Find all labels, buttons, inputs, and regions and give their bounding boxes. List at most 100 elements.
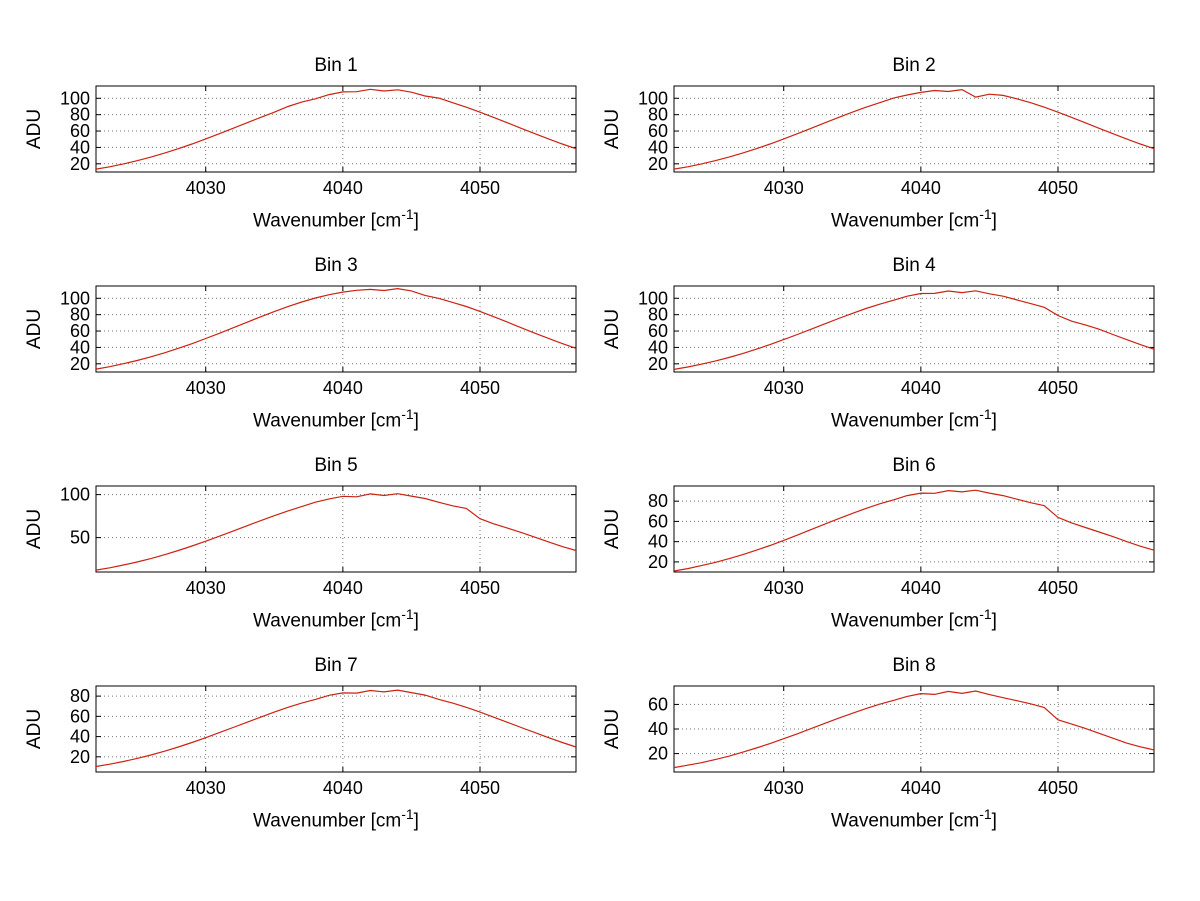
x-axis-label: Wavenumber [cm-1] bbox=[674, 806, 1154, 832]
spectrum-line bbox=[673, 489, 1155, 572]
x-axis-label-text: Wavenumber [cm bbox=[831, 810, 980, 832]
y-tick-label: 60 bbox=[648, 511, 668, 531]
x-tick-label: 4030 bbox=[186, 378, 226, 398]
y-tick-label: 60 bbox=[70, 321, 90, 341]
y-tick-label: 20 bbox=[648, 354, 668, 374]
spectrum-line bbox=[95, 287, 577, 370]
axis-box bbox=[673, 485, 1155, 573]
plot-title: Bin 3 bbox=[314, 255, 358, 276]
axis-box bbox=[95, 485, 577, 573]
x-axis-label-text: Wavenumber [cm bbox=[253, 410, 402, 432]
y-tick-label: 100 bbox=[638, 88, 668, 108]
x-tick-label: 4040 bbox=[323, 378, 363, 398]
x-tick-label: 4040 bbox=[901, 578, 941, 598]
y-tick-label: 80 bbox=[70, 686, 90, 706]
x-axis-label-sup: -1 bbox=[401, 806, 414, 822]
x-axis-label-text: Wavenumber [cm bbox=[253, 210, 402, 232]
axis-box bbox=[95, 685, 577, 773]
y-tick-label: 40 bbox=[648, 532, 668, 552]
spectrum-line bbox=[673, 690, 1155, 769]
y-tick-label: 20 bbox=[648, 552, 668, 572]
spectrum-line bbox=[95, 88, 577, 170]
x-tick-label: 4030 bbox=[764, 178, 804, 198]
y-axis-label: ADU bbox=[26, 109, 45, 149]
x-tick-label: 4040 bbox=[323, 178, 363, 198]
y-tick-label: 100 bbox=[638, 288, 668, 308]
y-tick-label: 100 bbox=[60, 288, 90, 308]
x-axis-label-close: ] bbox=[413, 210, 419, 232]
plot-area: 4030 4040 4050 20 40 60 ADU bbox=[604, 685, 1155, 798]
x-tick-label: 4040 bbox=[901, 778, 941, 798]
x-axis-label-sup: -1 bbox=[979, 806, 992, 822]
x-tick-label: 4050 bbox=[460, 178, 500, 198]
x-axis-label-sup: -1 bbox=[401, 406, 414, 422]
x-tick-label: 4050 bbox=[460, 578, 500, 598]
x-tick-label: 4050 bbox=[1038, 778, 1078, 798]
y-tick-label: 40 bbox=[648, 137, 668, 157]
y-axis-label: ADU bbox=[26, 509, 45, 549]
axis-box bbox=[95, 285, 577, 373]
x-tick-label: 4050 bbox=[1038, 178, 1078, 198]
x-tick-label: 4030 bbox=[186, 578, 226, 598]
x-axis-label-close: ] bbox=[413, 810, 419, 832]
y-axis-label: ADU bbox=[26, 709, 45, 749]
x-axis-label-text: Wavenumber [cm bbox=[831, 610, 980, 632]
plot-title: Bin 7 bbox=[314, 655, 358, 676]
axis-box bbox=[673, 85, 1155, 173]
x-tick-label: 4050 bbox=[460, 378, 500, 398]
x-axis-label-close: ] bbox=[991, 210, 997, 232]
x-axis-label: Wavenumber [cm-1] bbox=[674, 206, 1154, 232]
plot-title: Bin 8 bbox=[892, 655, 936, 676]
x-axis-label-close: ] bbox=[413, 610, 419, 632]
x-tick-label: 4030 bbox=[764, 778, 804, 798]
y-axis-label: ADU bbox=[26, 309, 45, 349]
y-axis-label: ADU bbox=[604, 509, 623, 549]
axis-box bbox=[673, 285, 1155, 373]
x-axis-label: Wavenumber [cm-1] bbox=[96, 606, 576, 632]
plot-title: Bin 5 bbox=[314, 455, 358, 476]
x-axis-label-close: ] bbox=[413, 410, 419, 432]
spectrum-line bbox=[673, 290, 1155, 370]
spectrum-line bbox=[95, 493, 577, 571]
x-axis-label: Wavenumber [cm-1] bbox=[674, 606, 1154, 632]
y-tick-label: 40 bbox=[648, 719, 668, 739]
y-tick-label: 20 bbox=[648, 154, 668, 174]
y-tick-label: 60 bbox=[648, 121, 668, 141]
x-axis-label-sup: -1 bbox=[979, 606, 992, 622]
x-axis-label-close: ] bbox=[991, 810, 997, 832]
subplot-bin-5: Bin 5 4030 4040 4050 50 100 ADU Wavenumber [c… bbox=[0, 452, 600, 652]
subplot-bin-8: Bin 8 4030 4040 4050 20 40 60 ADU Wavenumber [… bbox=[600, 652, 1200, 852]
x-tick-label: 4030 bbox=[186, 778, 226, 798]
y-tick-label: 60 bbox=[648, 694, 668, 714]
subplot-bin-4: Bin 4 4030 4040 4050 20 40 60 80 100 ADU Wavenum… bbox=[600, 252, 1200, 452]
x-axis-label-close: ] bbox=[991, 410, 997, 432]
plot-title: Bin 4 bbox=[892, 255, 936, 276]
x-axis-label-text: Wavenumber [cm bbox=[253, 810, 402, 832]
x-tick-label: 4050 bbox=[1038, 378, 1078, 398]
plot-title: Bin 1 bbox=[314, 55, 358, 76]
subplot-bin-2: Bin 2 4030 4040 4050 20 40 60 80 100 ADU Wavenum… bbox=[600, 52, 1200, 252]
subplot-bin-1: Bin 1 4030 4040 4050 20 40 60 80 100 ADU Wavenum… bbox=[0, 52, 600, 252]
y-tick-label: 80 bbox=[70, 305, 90, 325]
y-tick-label: 20 bbox=[648, 744, 668, 764]
x-axis-label-text: Wavenumber [cm bbox=[831, 410, 980, 432]
y-tick-label: 80 bbox=[648, 105, 668, 125]
y-tick-label: 60 bbox=[70, 706, 90, 726]
x-tick-label: 4050 bbox=[1038, 578, 1078, 598]
y-tick-label: 40 bbox=[70, 727, 90, 747]
x-tick-label: 4040 bbox=[901, 378, 941, 398]
y-tick-label: 50 bbox=[70, 528, 90, 548]
x-axis-label: Wavenumber [cm-1] bbox=[674, 406, 1154, 432]
axis-box bbox=[95, 85, 577, 173]
plot-title: Bin 2 bbox=[892, 55, 936, 76]
x-tick-label: 4030 bbox=[764, 578, 804, 598]
y-tick-label: 40 bbox=[648, 337, 668, 357]
x-axis-label: Wavenumber [cm-1] bbox=[96, 206, 576, 232]
y-tick-label: 40 bbox=[70, 137, 90, 157]
x-tick-label: 4040 bbox=[901, 178, 941, 198]
